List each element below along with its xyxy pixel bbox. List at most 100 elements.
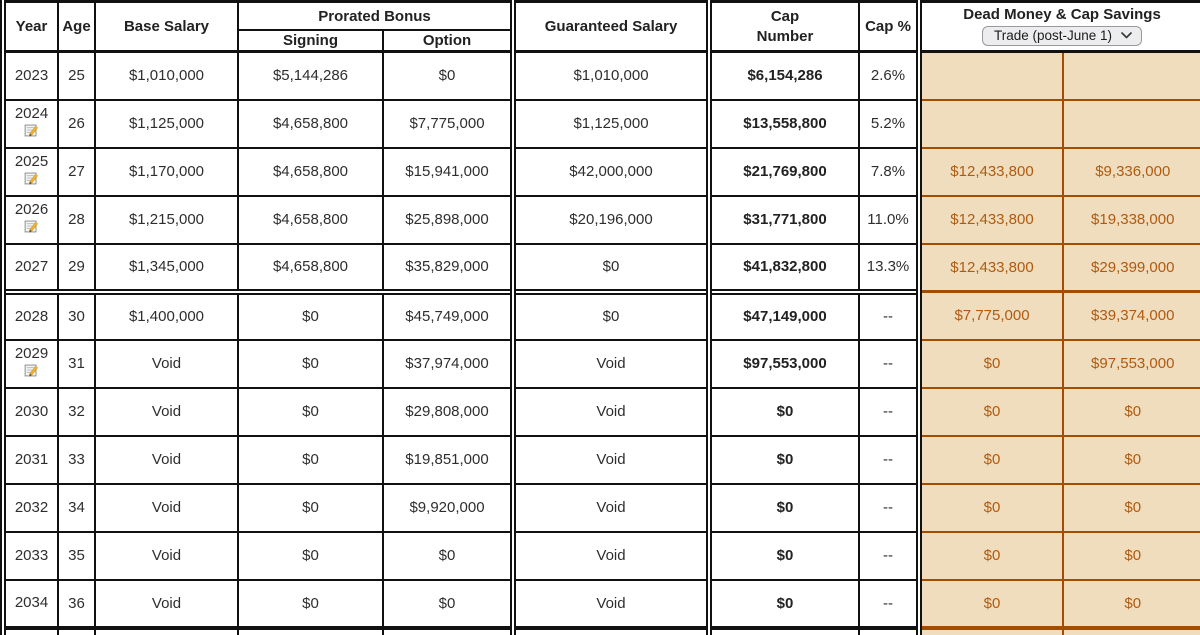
- year-label: 2026: [14, 200, 49, 218]
- cell-base-salary: Void: [94, 530, 239, 581]
- cell-signing-bonus: $0: [237, 578, 384, 630]
- edit-pencil-icon[interactable]: [24, 363, 39, 382]
- cell-signing-bonus: $4,658,800: [237, 242, 384, 293]
- cell-cap-savings: $0: [1062, 530, 1200, 581]
- cell-signing-bonus: $0: [237, 530, 384, 581]
- cell-age: 32: [57, 386, 96, 437]
- cell-cap-pct: 13.3%: [858, 242, 921, 293]
- col-header-cap-number: Cap Number: [706, 0, 861, 53]
- cell-base-salary: $1,345,000: [94, 242, 239, 293]
- cell-signing-bonus: $4,658,800: [237, 146, 384, 197]
- cell-option-bonus: $9,920,000: [381, 482, 515, 533]
- cell-signing-bonus: $0: [237, 288, 384, 341]
- cell-signing-bonus: $0: [237, 386, 384, 437]
- cell-option-bonus: $45,749,000: [381, 288, 515, 341]
- cell-option-bonus: $0: [381, 530, 515, 581]
- cell-cap-savings: $9,336,000: [1062, 146, 1200, 197]
- col-header-signing: Signing: [237, 29, 384, 54]
- year-label: 2029: [14, 344, 49, 362]
- cell-cap-savings: $39,374,000: [1062, 290, 1200, 341]
- table-row: 2025 27 $1,170,000 $4,658,800 $15,941,00…: [0, 146, 1200, 197]
- cell-base-salary: Void: [94, 386, 239, 437]
- col-header-option: Option: [381, 29, 515, 54]
- edit-pencil-icon[interactable]: [24, 171, 39, 190]
- cell-cap-savings: $0: [1062, 578, 1200, 630]
- cell-guaranteed-salary: Void: [510, 578, 711, 630]
- contract-table-body: 2023 25 $1,010,000 $5,144,286 $0 $1,010,…: [0, 50, 1200, 635]
- cell-age: 27: [57, 146, 96, 197]
- cell-guaranteed-salary: $42,000,000: [510, 146, 711, 197]
- col-header-prorated-bonus: Prorated Bonus: [236, 0, 515, 32]
- cell-cap-number: $13,558,800: [706, 98, 861, 149]
- col-header-age: Age: [57, 0, 96, 53]
- cell-base-salary: Void: [94, 338, 239, 389]
- col-header-cap-pct: Cap %: [858, 0, 921, 53]
- cell-dead-money: $0: [916, 482, 1065, 533]
- cell-year: 2027: [0, 242, 59, 293]
- cell-dead-money: $12,433,800: [916, 194, 1065, 245]
- table-row: 2026 28 $1,215,000 $4,658,800 $25,898,00…: [0, 194, 1200, 245]
- table-row: 2030 32 Void $0 $29,808,000 Void $0 -- $…: [0, 386, 1200, 437]
- cell-year: 2026: [0, 194, 59, 245]
- table-row: 2027 29 $1,345,000 $4,658,800 $35,829,00…: [0, 242, 1200, 293]
- cell-cap-pct: 2.6%: [858, 50, 921, 101]
- year-label: 2030: [14, 402, 49, 420]
- cell-dead-money: $0: [916, 434, 1065, 485]
- table-row: 2028 30 $1,400,000 $0 $45,749,000 $0 $47…: [0, 288, 1200, 341]
- cell-cap-savings: $97,553,000: [1062, 338, 1200, 389]
- col-header-base-salary: Base Salary: [94, 0, 239, 53]
- cell-cap-savings: $19,338,000: [1062, 194, 1200, 245]
- cell-cap-pct: 7.8%: [858, 146, 921, 197]
- cell-option-bonus: $29,808,000: [381, 386, 515, 437]
- cell-guaranteed-salary: $20,196,000: [510, 194, 711, 245]
- cell-option-bonus: $0: [381, 50, 515, 101]
- cell-year: 2025: [0, 146, 59, 197]
- year-label: 2031: [14, 450, 49, 468]
- cell-age: 31: [57, 338, 96, 389]
- cell-cap-number: $47,149,000: [706, 288, 861, 341]
- cell-cap-number: $21,769,800: [706, 146, 861, 197]
- dead-money-mode-value: Trade (post-June 1): [993, 28, 1113, 43]
- cell-age: 35: [57, 530, 96, 581]
- cell-cap-pct: --: [858, 482, 921, 533]
- cell-base-salary: $1,170,000: [94, 146, 239, 197]
- cell-year: 2023: [0, 50, 59, 101]
- year-label: 2024: [14, 104, 49, 122]
- cell-base-salary: $1,125,000: [94, 98, 239, 149]
- cell-dead-money: $0: [916, 386, 1065, 437]
- dead-money-mode-select[interactable]: Trade (post-June 1): [981, 26, 1143, 46]
- partial-next-row: [0, 626, 1200, 635]
- cell-guaranteed-salary: $0: [510, 242, 711, 293]
- dead-money-title: Dead Money & Cap Savings: [963, 6, 1161, 23]
- cell-base-salary: $1,215,000: [94, 194, 239, 245]
- edit-pencil-icon[interactable]: [24, 219, 39, 238]
- cell-age: 29: [57, 242, 96, 293]
- cell-year: 2034: [0, 578, 59, 630]
- cell-guaranteed-salary: Void: [510, 434, 711, 485]
- cell-dead-money: $0: [916, 530, 1065, 581]
- cell-cap-number: $31,771,800: [706, 194, 861, 245]
- cell-base-salary: Void: [94, 578, 239, 630]
- cell-cap-savings: $0: [1062, 482, 1200, 533]
- cell-age: 33: [57, 434, 96, 485]
- cell-age: 25: [57, 50, 96, 101]
- cell-cap-pct: --: [858, 530, 921, 581]
- cell-cap-savings: [1062, 50, 1200, 101]
- cell-guaranteed-salary: Void: [510, 338, 711, 389]
- cell-signing-bonus: $0: [237, 482, 384, 533]
- cell-cap-number: $6,154,286: [706, 50, 861, 101]
- cell-base-salary: Void: [94, 482, 239, 533]
- cell-base-salary: $1,010,000: [94, 50, 239, 101]
- cell-signing-bonus: $4,658,800: [237, 98, 384, 149]
- cell-guaranteed-salary: $0: [510, 288, 711, 341]
- year-label: 2034: [14, 594, 49, 612]
- cell-guaranteed-salary: Void: [510, 482, 711, 533]
- cell-guaranteed-salary: $1,125,000: [510, 98, 711, 149]
- cell-year: 2030: [0, 386, 59, 437]
- chevron-down-icon: [1121, 32, 1132, 39]
- edit-pencil-icon[interactable]: [24, 123, 39, 142]
- cell-option-bonus: $7,775,000: [381, 98, 515, 149]
- table-row: 2023 25 $1,010,000 $5,144,286 $0 $1,010,…: [0, 50, 1200, 101]
- cap-number-label: Cap Number: [756, 8, 814, 45]
- cell-base-salary: $1,400,000: [94, 288, 239, 341]
